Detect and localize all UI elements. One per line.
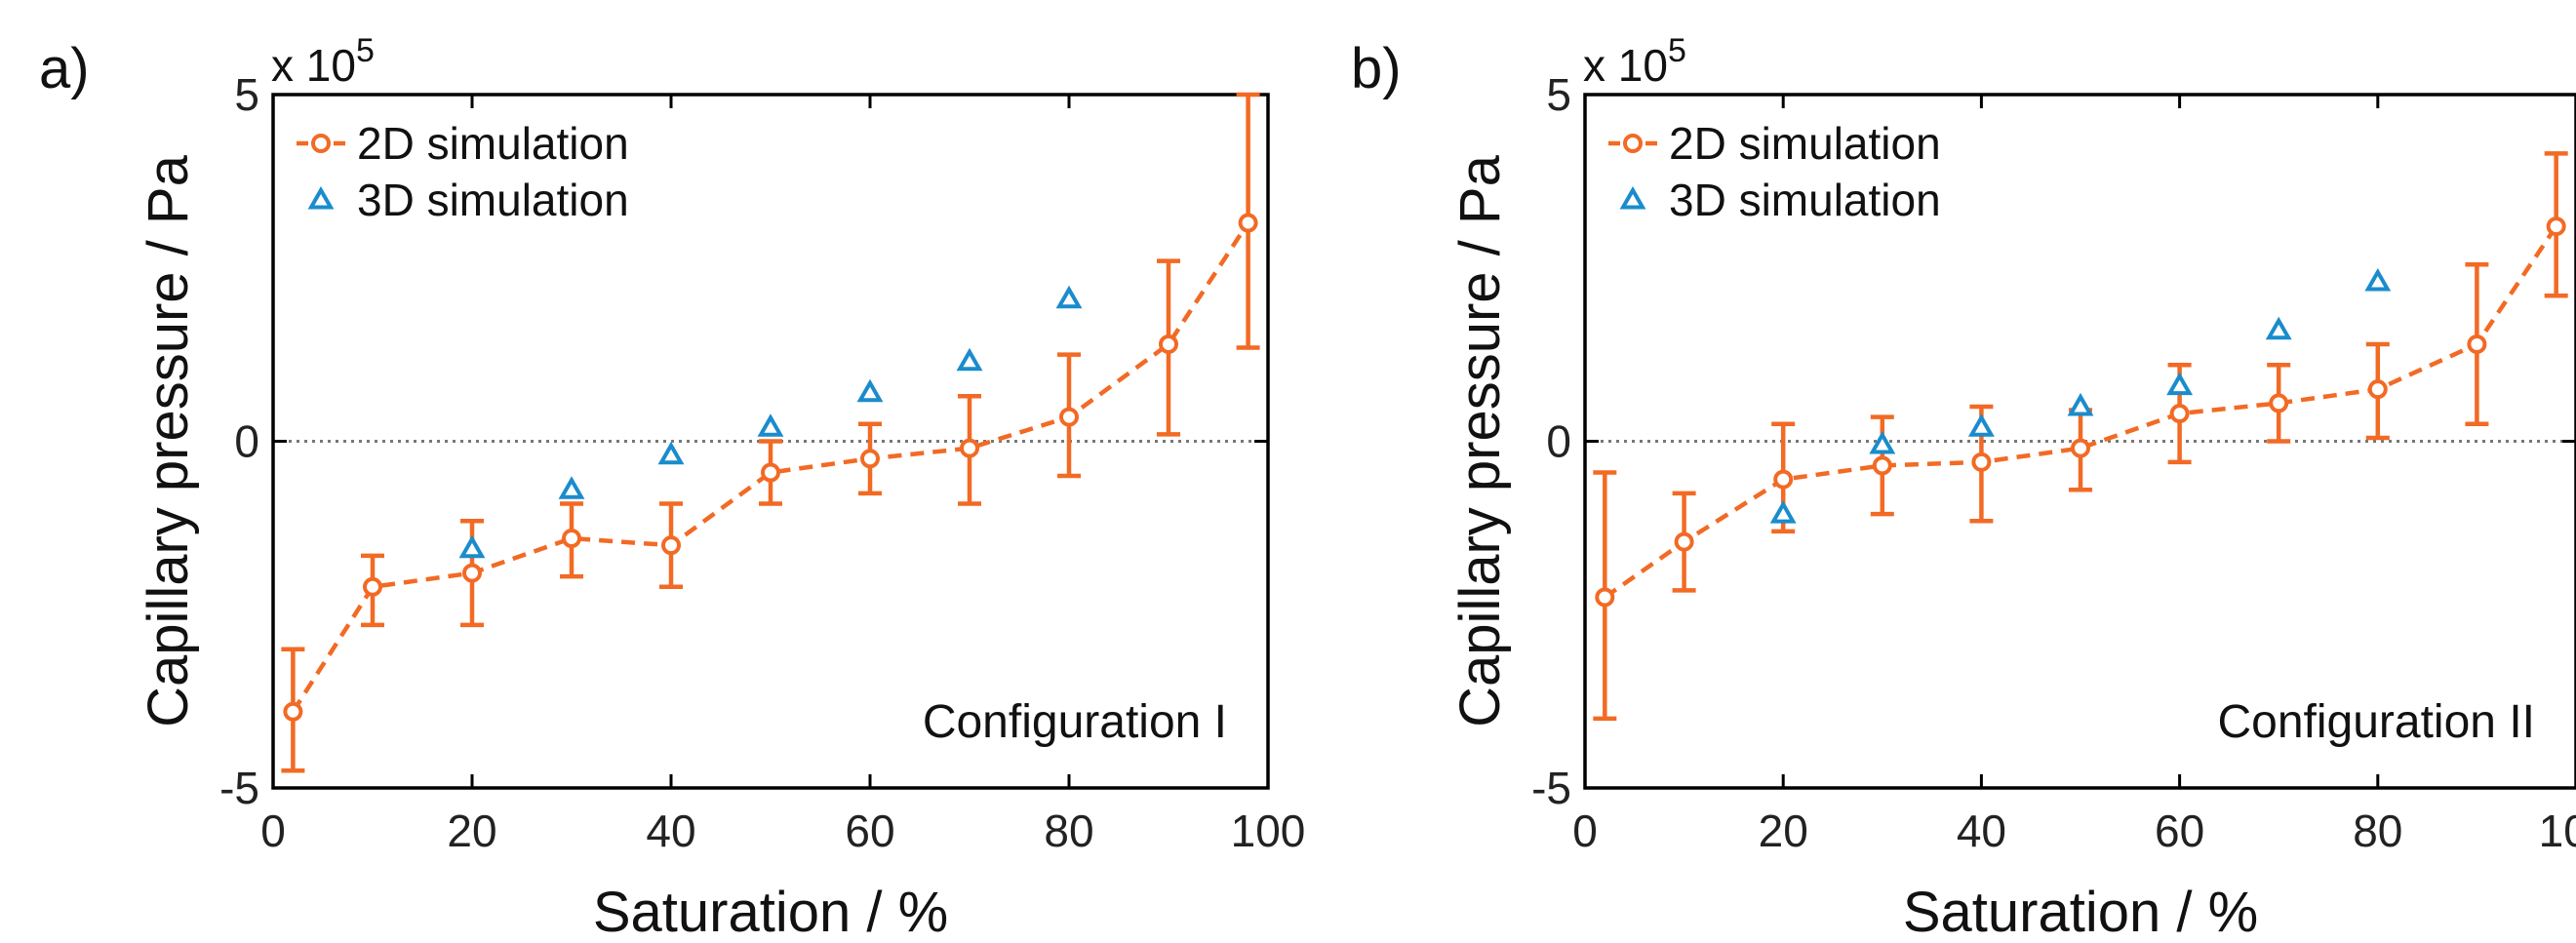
legend-2d-marker [1623,134,1643,153]
y-tick-label: 0 [1546,416,1571,467]
y-axis-label: Capillary pressure / Pa [137,154,200,727]
x-tick-label: 40 [646,805,695,856]
series-3d-point [1769,500,1797,524]
legend-2d-marker [311,134,331,153]
legend-3d-label: 3D simulation [1669,175,1941,225]
y-multiplier: x 105 [271,32,375,91]
x-tick-label: 60 [2155,805,2204,856]
legend-2d-label: 2D simulation [357,118,629,169]
series-2d-point [2269,393,2289,413]
x-tick-label: 0 [260,805,286,856]
series-3d-point [2166,372,2194,396]
y-multiplier-exponent: 5 [1668,32,1686,69]
series-3d-point [856,378,884,403]
y-tick-label: 5 [234,69,259,120]
series-2d-point [1159,334,1178,354]
series-3d-point [458,534,486,559]
series-3d-point [2265,316,2292,340]
x-tick-label: 20 [1759,805,1808,856]
series-2d-point [860,449,880,469]
configuration-annotation: Configuration II [2217,696,2535,748]
legend: 2D simulation 3D simulation [1608,118,1941,225]
series-2d-point [2467,334,2487,354]
series-2d-point [283,701,303,722]
series-2d-point [2367,379,2388,400]
series-2d-point [661,535,681,556]
x-tick-label: 80 [2353,805,2402,856]
y-tick-label: 0 [234,416,259,467]
series-2d-point [462,563,482,583]
series-2d-point [2071,438,2090,458]
y-multiplier-exponent: 5 [356,32,375,69]
y-tick-label: 5 [1546,69,1571,120]
y-multiplier-base: x 10 [271,40,356,91]
y-multiplier-base: x 10 [1583,40,1668,91]
series-2d-point [960,438,979,458]
x-tick-label: 80 [1044,805,1093,856]
legend: 2D simulation 3D simulation [297,118,629,225]
series-2d-point [1872,455,1892,476]
series-3d-point [1869,431,1896,454]
x-tick-label: 20 [447,805,496,856]
series-2d-point [1238,213,1258,233]
panel-label: b) [1351,37,1402,100]
series-2d-point [363,576,382,597]
x-axis-label: Saturation / % [593,881,948,943]
series-3d-point [2067,392,2094,416]
series-2d-point [562,529,581,549]
series-2d-line [291,221,1250,713]
series-2d-point [761,462,780,483]
series-2d-point [1674,531,1694,552]
x-tick-label: 100 [1231,805,1306,856]
series-3d-point [1055,285,1083,309]
legend-3d-marker [307,185,335,210]
series-2d-point [1059,407,1079,427]
panel-label: a) [39,37,90,100]
x-tick-label: 100 [2539,805,2576,856]
series-2d-point [1971,452,1992,472]
x-tick-label: 0 [1572,805,1598,856]
x-axis-label: Saturation / % [1903,881,2258,943]
series-2d-point [1595,587,1615,608]
series-2d-point [2169,404,2190,424]
legend-3d-label: 3D simulation [357,175,629,225]
configuration-annotation: Configuration I [923,696,1227,748]
x-tick-label: 60 [845,805,894,856]
y-tick-label: -5 [1531,763,1571,813]
legend-2d-label: 2D simulation [1669,118,1941,169]
series-3d-point [757,413,784,437]
series-3d-point [956,347,983,372]
y-axis-label: Capillary pressure / Pa [1448,154,1512,727]
series-2d-line [1604,224,2558,600]
y-tick-label: -5 [219,763,259,813]
y-multiplier: x 105 [1583,32,1686,91]
x-tick-label: 40 [1957,805,2006,856]
series-3d-point [657,441,685,465]
series-3d-point [2364,267,2392,292]
series-3d-point [558,476,585,499]
series-2d-point [2546,216,2566,237]
legend-3d-marker [1619,185,1646,210]
series-3d-point [1967,413,1995,437]
series-2d-point [1773,469,1794,490]
